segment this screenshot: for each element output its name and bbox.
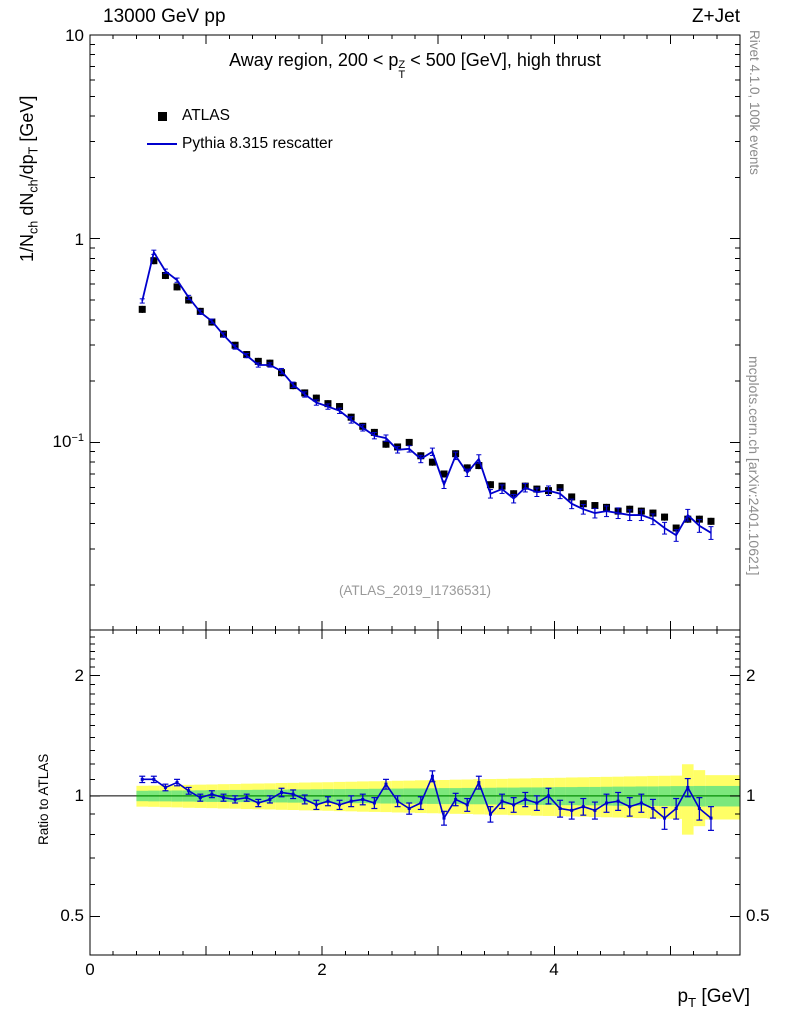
legend-label-atlas: ATLAS xyxy=(182,107,230,124)
legend-label-pythia: Pythia 8.315 rescatter xyxy=(182,135,333,152)
ratio-mc-curve xyxy=(139,770,714,831)
y-tick-1: 1 xyxy=(74,230,84,249)
y-tick-10: 10 xyxy=(65,26,84,45)
ratio-tick-1-right: 1 xyxy=(746,786,756,805)
legend-entry-data: ATLAS xyxy=(142,102,333,130)
y-title-sub: T xyxy=(26,146,41,155)
legend-icon-cell xyxy=(142,111,182,121)
y-tick-base: 10 xyxy=(52,432,72,451)
beam-energy-label: 13000 GeV pp xyxy=(103,6,226,27)
main-y-axis-title: 1/Nch dNch/dpT [GeV] xyxy=(17,96,41,262)
plot-title-text: Away region, 200 < p xyxy=(229,50,399,70)
legend-icon-cell xyxy=(142,143,182,145)
y-tick-exponent: −1 xyxy=(71,432,84,444)
blue-line-icon xyxy=(147,143,177,145)
analysis-id-watermark: (ATLAS_2019_I1736531) xyxy=(338,583,492,598)
ratio-tick-0p5-right: 0.5 xyxy=(746,906,770,925)
ratio-tick-0p5-left: 0.5 xyxy=(60,906,84,925)
mcplots-arxiv-note: mcplots.cern.ch [arXiv:2401.10621] xyxy=(746,356,762,576)
pt-subscript: T xyxy=(398,68,406,81)
x-title-part: p xyxy=(677,986,689,1007)
x-title-part: [GeV] xyxy=(696,986,750,1007)
y-title-sub: ch xyxy=(26,220,41,234)
x-title-sub: T xyxy=(688,994,697,1010)
legend-entry-mc: Pythia 8.315 rescatter xyxy=(142,130,333,158)
plot-title-suffix: < 500 [GeV], high thrust xyxy=(405,50,601,70)
x-tick-2: 2 xyxy=(317,960,327,979)
x-tick-4: 4 xyxy=(549,960,559,979)
y-title-sub: ch xyxy=(26,179,41,193)
ratio-tick-2-right: 2 xyxy=(746,666,756,685)
x-axis-title: pT [GeV] xyxy=(560,986,750,1010)
main-data-points xyxy=(138,257,715,532)
axis-ticks xyxy=(89,34,741,955)
ratio-tick-2-left: 2 xyxy=(74,666,84,685)
y-title-part: /dp xyxy=(17,154,37,180)
rivet-version-note: Rivet 4.1.0, 100k events xyxy=(747,30,762,175)
ratio-tick-1-left: 1 xyxy=(74,786,84,805)
y-title-part: [GeV] xyxy=(17,95,37,147)
pt-superscript: Z xyxy=(398,59,406,72)
y-title-part: dN xyxy=(17,192,37,221)
legend: ATLAS Pythia 8.315 rescatter xyxy=(142,102,333,158)
black-square-marker-icon xyxy=(157,111,167,121)
x-tick-0: 0 xyxy=(85,960,95,979)
process-label: Z+Jet xyxy=(691,6,740,27)
y-tick-0p1: 10−1 xyxy=(30,432,84,452)
y-title-part: 1/N xyxy=(17,233,37,262)
main-mc-curve xyxy=(139,249,714,542)
